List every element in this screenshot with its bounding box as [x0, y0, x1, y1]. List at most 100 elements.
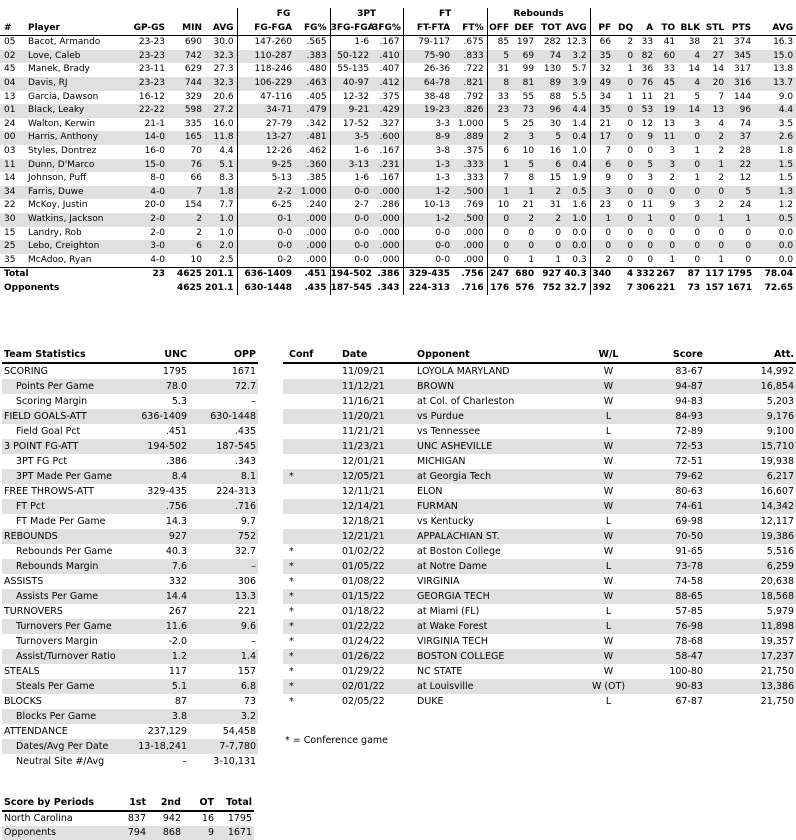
stat-cell: 0-0	[329, 226, 373, 241]
stat-cell: 74	[739, 118, 752, 129]
stat-cell: 16-12	[138, 91, 165, 102]
team-stats-table: Team Statistics UNC OPP SCORING 1795 1671 P…	[2, 347, 258, 769]
player-row: 30 Watkins, Jackson 2-0 2 1.0 0-1.000 0-0.000 1…	[0, 212, 796, 227]
player-name: Johnson, Puff	[28, 173, 87, 184]
conf-flag: *	[283, 679, 340, 695]
player-row: 15 Landry, Rob 2-0 2 1.0 0-0.000 0-0.000 0-0.00…	[0, 226, 796, 241]
stat-cell: 47-116	[236, 90, 296, 105]
opp-value: 72.7	[189, 379, 258, 395]
game-row: * 01/18/22 at Miami (FL) L 57-85 5,979	[283, 604, 796, 619]
stat-cell: 8.3	[219, 173, 234, 184]
stat-cell: 110-287	[236, 49, 296, 64]
team-stat-row: Points Per Game 78.0 72.7	[2, 379, 258, 395]
game-opponent: BOSTON COLLEGE	[415, 649, 580, 665]
stat-label: BLOCKS	[4, 696, 42, 708]
stat-cell: 0	[627, 254, 634, 265]
stat-cell: 13	[4, 91, 16, 102]
stat-cell: 0.3	[572, 254, 587, 265]
stat-cell: 0	[614, 212, 637, 227]
game-attendance: 20,638	[760, 576, 794, 588]
stat-cell: 15	[4, 227, 16, 238]
stat-cell: 0	[614, 158, 637, 173]
stat-cell: 7	[626, 282, 634, 293]
stat-cell: 88	[549, 91, 562, 102]
game-opponent: MICHIGAN	[417, 456, 466, 468]
team-stat-row: REBOUNDS 927 752	[2, 529, 258, 545]
stat-label: Points Per Game	[2, 379, 132, 395]
team-stat-row: Assist/Turnover Ratio 1.2 1.4	[2, 649, 258, 665]
stat-cell: 154	[184, 200, 202, 211]
game-date: 02/05/22	[342, 696, 385, 708]
game-date: 01/05/22	[340, 559, 415, 575]
stat-cell: 2	[627, 37, 634, 48]
row-label: Opponents	[4, 282, 60, 293]
game-attendance: 21,750	[760, 696, 794, 708]
game-score: 94-83	[675, 396, 703, 408]
conf-flag	[283, 439, 340, 455]
stat-label: STEALS	[4, 666, 40, 678]
game-row: 11/16/21 at Col. of Charleston W 94-83 5,203	[283, 394, 796, 409]
player-row: 35 McAdoo, Ryan 4-0 10 2.5 0-2.000 0-0.000 0-0.…	[0, 253, 796, 268]
stat-cell: 96	[537, 104, 565, 118]
stat-cell: 1.2	[778, 200, 794, 211]
game-opponent: at Louisville	[415, 679, 580, 695]
stat-cell: 69	[512, 49, 538, 64]
player-name: Dunn, D'Marco	[24, 158, 122, 173]
stat-cell: 3.5	[778, 118, 794, 129]
opp-value: 224-313	[216, 486, 256, 498]
stat-cell: 30	[549, 118, 562, 129]
stat-cell: 201.1	[205, 267, 238, 282]
stat-cell: 13.8	[773, 64, 794, 75]
stat-cell: 4-0	[122, 185, 168, 200]
stat-cell: 7	[589, 144, 615, 159]
second-half-points: 942	[162, 813, 181, 825]
stat-cell: .167	[379, 37, 400, 48]
game-score: 100-80	[669, 666, 703, 678]
stat-cell: 744	[168, 76, 205, 91]
periods-header-row: Score by Periods 1st 2nd OT Total	[2, 796, 254, 813]
stat-cell: 64-78	[402, 76, 454, 91]
stat-cell: 3	[589, 185, 615, 200]
conf-flag	[283, 514, 340, 529]
stat-cell: .383	[295, 49, 331, 64]
stat-cell: 73	[687, 282, 701, 293]
stat-cell: 4625	[168, 267, 205, 282]
game-score: 72-51	[675, 456, 703, 468]
stat-cell: .451	[295, 267, 331, 282]
stat-cell: 21-1	[144, 118, 165, 129]
stat-cell: 60	[656, 49, 679, 64]
stat-cell: 0.4	[564, 158, 591, 173]
stat-cell: 16-0	[144, 145, 165, 156]
stat-cell: 0.0	[564, 240, 591, 254]
stat-cell: 82	[636, 49, 657, 64]
stat-label: FREE THROWS-ATT	[4, 486, 94, 498]
stat-cell: 11.8	[205, 131, 238, 145]
player-row: 04 Davis, RJ 23-23 744 32.3 106-229.463 40-97.…	[0, 76, 796, 91]
stat-cell: 21	[663, 91, 676, 102]
stat-cell: 7	[718, 91, 725, 102]
stat-cell: 38	[688, 37, 701, 48]
player-name: Farris, Duwe	[24, 185, 122, 200]
game-attendance: 9,100	[766, 426, 794, 438]
stat-cell: 1-6	[329, 144, 373, 159]
stat-cell: 11	[656, 131, 679, 145]
stat-cell: 0	[647, 145, 654, 156]
stat-cell: 17-52	[329, 117, 373, 132]
stat-cell: 05	[4, 37, 16, 48]
stat-cell: 1	[703, 212, 728, 227]
stat-cell: 5	[537, 131, 565, 145]
stat-cell: 53	[636, 104, 657, 118]
stat-cell: 23-11	[138, 64, 165, 75]
game-attendance: 5,979	[766, 606, 794, 618]
game-date: 01/18/22	[342, 606, 385, 618]
stat-cell: 636-1409	[236, 267, 296, 282]
stat-cell: 15	[549, 173, 562, 184]
player-row: 24 Walton, Kerwin 21-1 335 16.0 27-79 .342 17-5…	[0, 117, 796, 132]
conf-flag	[283, 394, 340, 409]
conf-flag: *	[289, 696, 294, 708]
game-score: 88-65	[637, 589, 711, 605]
game-attendance: 21,750	[760, 666, 794, 678]
stat-cell: 74	[537, 49, 565, 64]
stat-cell: 329-435	[402, 267, 454, 282]
total-points: 1671	[216, 826, 254, 840]
